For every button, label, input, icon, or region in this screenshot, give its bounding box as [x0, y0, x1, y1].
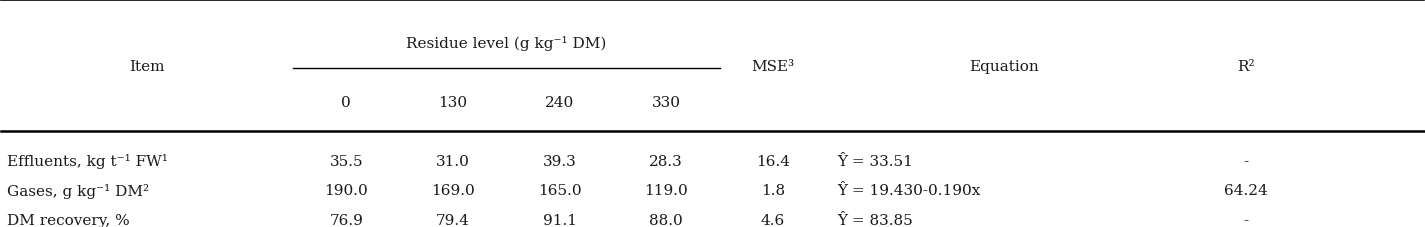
Text: -: - [1243, 154, 1248, 168]
Text: 240: 240 [544, 95, 574, 109]
Text: 169.0: 169.0 [432, 184, 475, 197]
Text: 330: 330 [651, 95, 681, 109]
Text: 28.3: 28.3 [650, 154, 683, 168]
Text: 1.8: 1.8 [761, 184, 785, 197]
Text: 4.6: 4.6 [761, 213, 785, 227]
Text: 79.4: 79.4 [436, 213, 470, 227]
Text: 0: 0 [342, 95, 351, 109]
Text: Ŷ = 19.430-0.190x: Ŷ = 19.430-0.190x [838, 184, 980, 197]
Text: 165.0: 165.0 [537, 184, 581, 197]
Text: 190.0: 190.0 [325, 184, 368, 197]
Text: Effluents, kg t⁻¹ FW¹: Effluents, kg t⁻¹ FW¹ [7, 154, 168, 169]
Text: Item: Item [130, 60, 165, 74]
Text: Gases, g kg⁻¹ DM²: Gases, g kg⁻¹ DM² [7, 183, 150, 198]
Text: MSE³: MSE³ [751, 60, 795, 74]
Text: 31.0: 31.0 [436, 154, 470, 168]
Text: 91.1: 91.1 [543, 213, 577, 227]
Text: Ŷ = 33.51: Ŷ = 33.51 [838, 154, 913, 168]
Text: R²: R² [1237, 60, 1254, 74]
Text: Ŷ = 83.85: Ŷ = 83.85 [838, 213, 913, 227]
Text: 76.9: 76.9 [329, 213, 363, 227]
Text: 16.4: 16.4 [755, 154, 789, 168]
Text: 64.24: 64.24 [1224, 184, 1268, 197]
Text: 88.0: 88.0 [650, 213, 683, 227]
Text: 130: 130 [439, 95, 467, 109]
Text: DM recovery, %: DM recovery, % [7, 213, 130, 227]
Text: -: - [1243, 213, 1248, 227]
Text: Equation: Equation [969, 60, 1039, 74]
Text: Residue level (g kg⁻¹ DM): Residue level (g kg⁻¹ DM) [406, 36, 607, 51]
Text: 119.0: 119.0 [644, 184, 688, 197]
Text: 35.5: 35.5 [329, 154, 363, 168]
Text: 39.3: 39.3 [543, 154, 577, 168]
